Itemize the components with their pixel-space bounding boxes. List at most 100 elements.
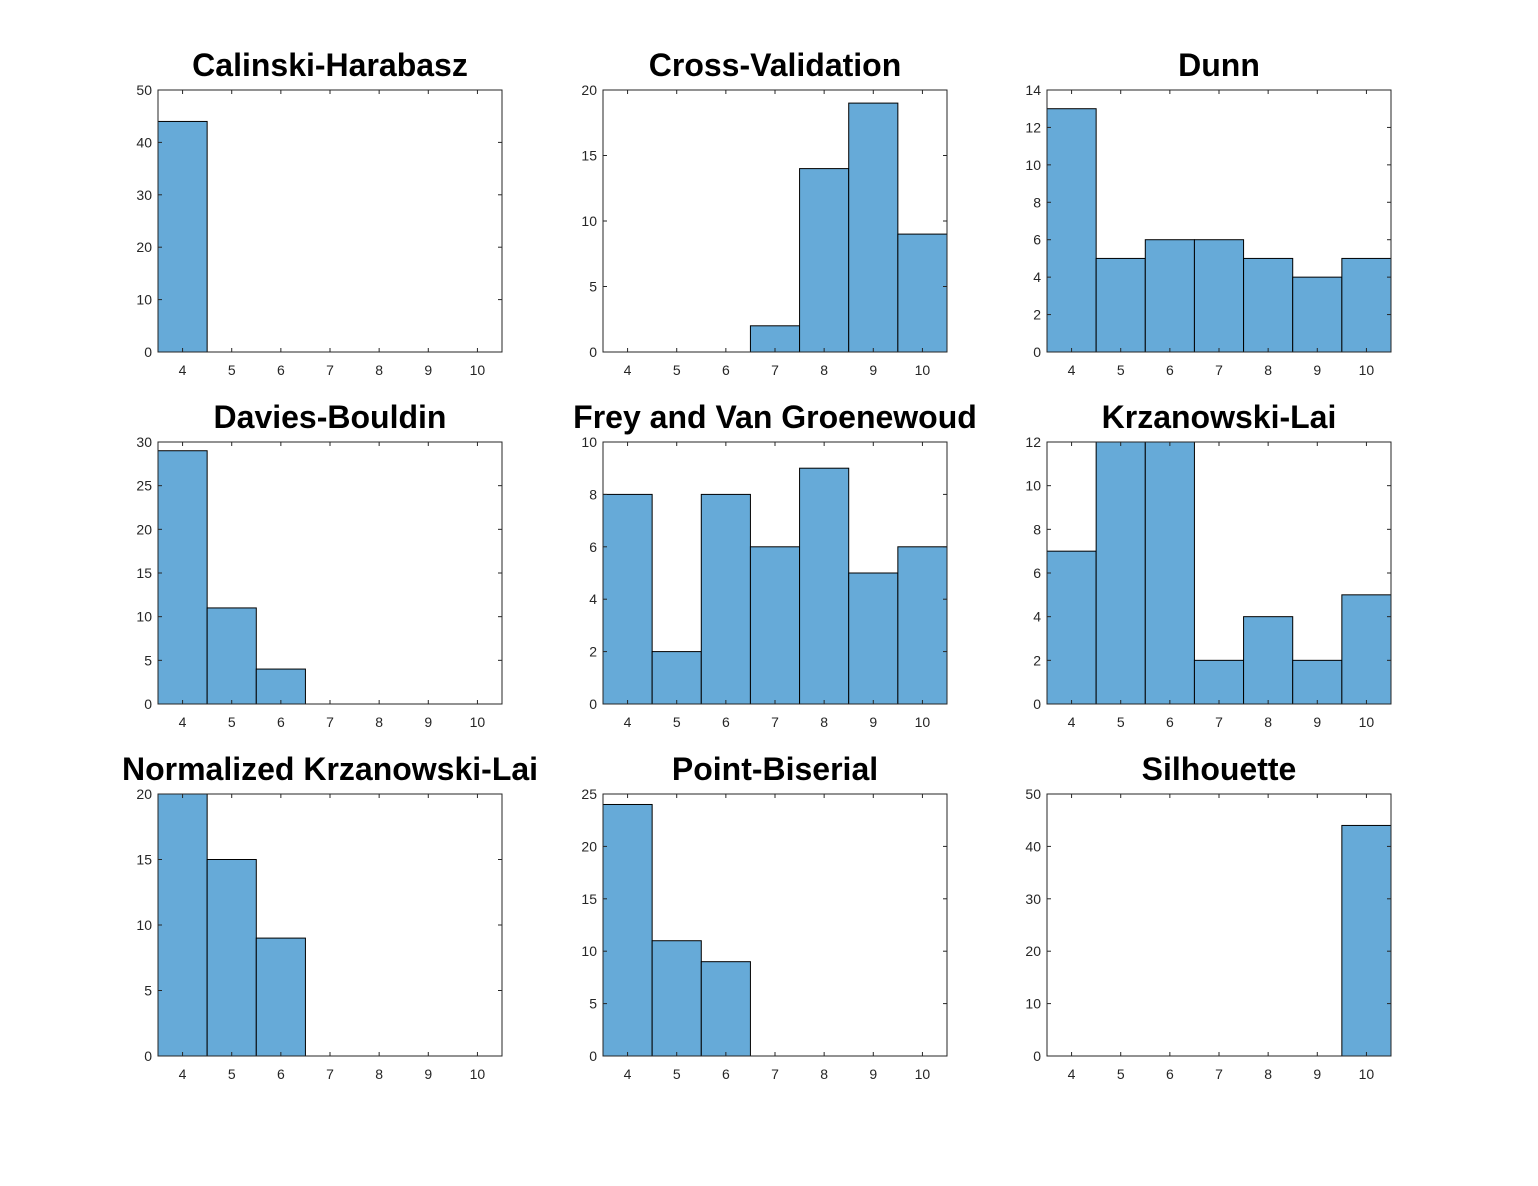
x-tick-label: 4: [1068, 1066, 1076, 1082]
y-tick-label: 15: [136, 852, 152, 868]
x-tick-label: 5: [673, 1066, 681, 1082]
histogram-bar: [206, 607, 257, 705]
x-tick-label: 4: [179, 714, 187, 730]
histogram-bar: [1095, 441, 1146, 705]
x-tick-label: 10: [1359, 362, 1375, 378]
y-tick-label: 10: [581, 213, 597, 229]
x-tick-label: 9: [424, 362, 432, 378]
y-tick-label: 0: [589, 696, 597, 712]
x-tick-label: 6: [277, 362, 285, 378]
histogram-bar: [799, 467, 850, 705]
y-tick-label: 10: [581, 943, 597, 959]
x-tick-label: 9: [869, 1066, 877, 1082]
x-tick-label: 4: [624, 362, 632, 378]
y-tick-label: 0: [144, 344, 152, 360]
y-tick-label: 0: [144, 696, 152, 712]
y-tick-label: 20: [136, 521, 152, 537]
x-tick-label: 8: [375, 362, 383, 378]
y-tick-label: 15: [581, 148, 597, 164]
x-tick-label: 4: [624, 714, 632, 730]
y-tick-label: 20: [136, 239, 152, 255]
histogram-bar: [1243, 616, 1294, 705]
x-tick-label: 6: [722, 714, 730, 730]
y-tick-label: 2: [1033, 307, 1041, 323]
subplot-9: 4 5 6 7 8 9 10 0 10 20 30 40 50 Silhouette: [1025, 751, 1392, 1082]
x-tick-label: 9: [869, 714, 877, 730]
y-tick-label: 0: [144, 1048, 152, 1064]
y-tick-label: 30: [136, 187, 152, 203]
x-tick-label: 7: [771, 1066, 779, 1082]
y-tick-label: 20: [136, 786, 152, 802]
y-tick-label: 50: [136, 82, 152, 98]
x-tick-label: 8: [820, 362, 828, 378]
y-tick-label: 20: [1025, 943, 1041, 959]
y-tick-label: 0: [589, 344, 597, 360]
y-tick-label: 10: [136, 917, 152, 933]
y-tick-label: 30: [136, 434, 152, 450]
subplot-title: Krzanowski-Lai: [1102, 399, 1337, 435]
x-tick-label: 8: [1264, 714, 1272, 730]
histogram-bar: [1046, 550, 1097, 705]
y-tick-label: 5: [144, 652, 152, 668]
histogram-bar: [157, 793, 208, 1057]
x-tick-label: 9: [424, 714, 432, 730]
subplot-3: 4 5 6 7 8 9 10 0 2 4 6 8 10 12 14 Dunn: [1025, 47, 1392, 378]
histogram-bar: [651, 651, 702, 705]
y-tick-label: 10: [1025, 996, 1041, 1012]
histogram-bar: [1341, 594, 1392, 705]
x-tick-label: 7: [1215, 1066, 1223, 1082]
x-tick-label: 7: [1215, 714, 1223, 730]
y-tick-label: 20: [581, 82, 597, 98]
x-tick-label: 10: [915, 714, 931, 730]
x-tick-label: 9: [1313, 1066, 1321, 1082]
subplot-6: 4 5 6 7 8 9 10 0 2 4 6 8 10 12 Krzanowski-Lai: [1025, 399, 1392, 730]
x-tick-label: 8: [375, 1066, 383, 1082]
x-tick-label: 8: [1264, 362, 1272, 378]
y-tick-label: 4: [589, 591, 597, 607]
histogram-bar: [1341, 257, 1392, 353]
histogram-bar: [1292, 276, 1343, 353]
histogram-bar: [700, 493, 751, 705]
histogram-bar: [651, 940, 702, 1057]
y-tick-label: 0: [1033, 344, 1041, 360]
x-tick-label: 6: [722, 362, 730, 378]
x-tick-label: 9: [424, 1066, 432, 1082]
y-tick-label: 8: [1033, 194, 1041, 210]
histogram-bar: [157, 450, 208, 705]
histogram-bar: [1193, 239, 1245, 353]
histogram-bar: [206, 859, 257, 1057]
subplot-title: Calinski-Harabasz: [192, 47, 468, 83]
x-tick-label: 7: [771, 714, 779, 730]
y-tick-label: 30: [1025, 891, 1041, 907]
y-tick-label: 4: [1033, 609, 1041, 625]
y-tick-label: 10: [136, 609, 152, 625]
histogram-bar: [1095, 257, 1146, 353]
x-tick-label: 5: [1117, 362, 1125, 378]
x-tick-label: 9: [869, 362, 877, 378]
y-tick-label: 5: [589, 996, 597, 1012]
y-tick-label: 10: [136, 292, 152, 308]
x-tick-label: 4: [1068, 362, 1076, 378]
y-tick-label: 10: [1025, 478, 1041, 494]
subplot-4: 4 5 6 7 8 9 10 0 5 10 15 20 25 30 Davies-Bouldin: [136, 399, 503, 730]
histogram-bar: [602, 803, 653, 1057]
subplot-title: Normalized Krzanowski-Lai: [122, 751, 538, 787]
y-tick-label: 14: [1025, 82, 1041, 98]
y-tick-label: 25: [136, 478, 152, 494]
x-tick-label: 8: [820, 714, 828, 730]
x-tick-label: 8: [1264, 1066, 1272, 1082]
x-tick-label: 5: [673, 362, 681, 378]
x-tick-label: 4: [179, 1066, 187, 1082]
x-tick-label: 4: [624, 1066, 632, 1082]
x-tick-label: 6: [1166, 362, 1174, 378]
histogram-bar: [1144, 239, 1195, 353]
subplot-title: Cross-Validation: [649, 47, 902, 83]
x-tick-label: 6: [1166, 714, 1174, 730]
x-tick-label: 6: [722, 1066, 730, 1082]
y-tick-label: 0: [1033, 696, 1041, 712]
subplot-title: Frey and Van Groenewoud: [573, 399, 977, 435]
subplot-title: Dunn: [1178, 47, 1260, 83]
y-tick-label: 50: [1025, 786, 1041, 802]
